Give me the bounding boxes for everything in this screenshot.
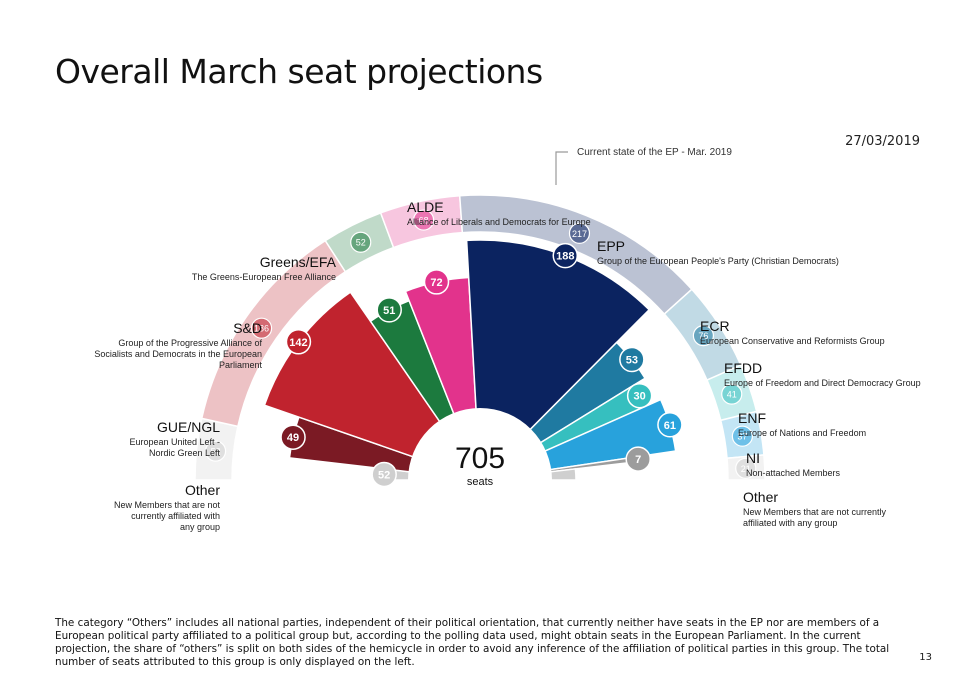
group-abbr-epp-5: EPP [597, 238, 625, 254]
projected-bubble-enf-8 [657, 412, 683, 438]
current-value-epp-5: 217 [572, 229, 587, 239]
center-hole [408, 408, 552, 552]
current-state-ring [194, 194, 766, 481]
projected-bubble-ecr-6 [619, 346, 645, 373]
projected-value-ecr-6: 53 [626, 355, 638, 367]
group-name-gue-ngl-1-line-0: European United Left - [129, 437, 220, 447]
page-number: 13 [919, 652, 932, 663]
projected-value-ni-9: 7 [635, 454, 641, 466]
current-bubble-epp-5 [568, 222, 591, 244]
projected-value-other-0: 52 [378, 469, 390, 481]
group-name-other-0-line-2: any group [180, 522, 220, 532]
group-abbr-greens-efa-3: Greens/EFA [260, 254, 337, 270]
current-value-greens-efa-3: 52 [356, 238, 366, 248]
group-abbr-alde-4: ALDE [407, 199, 444, 215]
group-name-s-d-2-line-0: Group of the Progressive Alliance of [118, 338, 262, 348]
current-bubble-enf-8 [731, 425, 753, 447]
current-bubble-other-0 [204, 440, 227, 462]
projected-value-alde-4: 72 [430, 277, 442, 289]
current-bubble-ecr-6 [692, 324, 714, 347]
total-seats: 705 [455, 442, 505, 475]
group-abbr-efdd-7: EFDD [724, 360, 762, 376]
current-value-efdd-7: 41 [727, 390, 737, 400]
footnote: The category “Others” includes all natio… [55, 617, 890, 668]
projected-bubble-other-0 [371, 461, 397, 488]
projected-bubble-efdd-7 [626, 382, 653, 409]
projected-bubble-ni-9 [625, 446, 651, 472]
current-state-callout-line [555, 151, 568, 185]
page-title: Overall March seat projections [55, 52, 543, 91]
group-name-enf-8-line-0: Europe of Nations and Freedom [738, 428, 866, 438]
projected-value-epp-5: 188 [556, 251, 574, 263]
projected-value-efdd-7: 30 [634, 391, 646, 403]
current-bubble-efdd-7 [721, 383, 743, 405]
group-name-efdd-7-line-0: Europe of Freedom and Direct Democracy G… [724, 378, 921, 388]
projected-bubble-gue-ngl-1 [280, 424, 306, 450]
group-name-gue-ngl-1-line-1: Nordic Green Left [149, 448, 221, 458]
group-name-other-10-line-1: affiliated with any group [743, 518, 837, 528]
current-bubble-greens-efa-3 [350, 231, 372, 253]
group-name-alde-4-line-0: Alliance of Liberals and Democrats for E… [407, 217, 591, 227]
current-value-s-d-2: 186 [254, 324, 269, 334]
group-name-greens-efa-3-line-0: The Greens-European Free Alliance [192, 272, 336, 282]
projected-bubble-s-d-2 [285, 329, 312, 355]
group-name-ni-9-line-0: Non-attached Members [746, 468, 841, 478]
group-name-other-0-line-1: currently affiliated with [131, 511, 220, 521]
current-value-enf-8: 37 [737, 432, 747, 442]
group-name-epp-5-line-0: Group of the European People's Party (Ch… [597, 256, 839, 266]
projected-bubble-epp-5 [552, 242, 579, 269]
group-name-other-10-line-0: New Members that are not currently [743, 507, 887, 517]
group-abbr-enf-8: ENF [738, 410, 766, 426]
group-name-other-0-line-0: New Members that are not [114, 500, 221, 510]
projected-value-s-d-2: 142 [289, 337, 307, 349]
group-name-ecr-6-line-0: European Conservative and Reformists Gro… [700, 336, 885, 346]
group-abbr-other-0: Other [185, 482, 220, 498]
date-label: 27/03/2019 [845, 134, 920, 149]
current-bubble-alde-4 [413, 209, 435, 231]
group-abbr-other-10: Other [743, 489, 778, 505]
current-value-alde-4: 68 [419, 216, 429, 226]
projected-value-gue-ngl-1: 49 [287, 432, 299, 444]
current-bubble-s-d-2 [250, 317, 273, 339]
total-seats-label: seats [467, 476, 494, 488]
group-name-s-d-2-line-2: Parliament [219, 360, 263, 370]
projected-value-enf-8: 61 [664, 420, 676, 432]
group-abbr-ecr-6: ECR [700, 318, 730, 334]
projected-value-greens-efa-3: 51 [383, 305, 395, 317]
current-value-ecr-6: 76 [698, 331, 708, 341]
current-value-other-0: 52 [211, 447, 221, 457]
group-name-s-d-2-line-1: Socialists and Democrats in the European [94, 349, 262, 359]
group-abbr-s-d-2: S&D [233, 320, 262, 336]
projected-bubble-alde-4 [423, 269, 450, 295]
seat-count-bubbles: 52 52 49 142 186 51 52 72 68 188 217 53 76 30 41 61 37 7 2… [204, 209, 757, 488]
current-value-other-10: 21 [741, 464, 751, 474]
group-abbr-gue-ngl-1: GUE/NGL [157, 419, 220, 435]
group-abbr-ni-9: NI [746, 450, 760, 466]
current-bubble-other-10 [735, 457, 757, 479]
current-state-label: Current state of the EP - Mar. 2019 [577, 147, 732, 158]
projected-bubble-greens-efa-3 [376, 297, 402, 323]
